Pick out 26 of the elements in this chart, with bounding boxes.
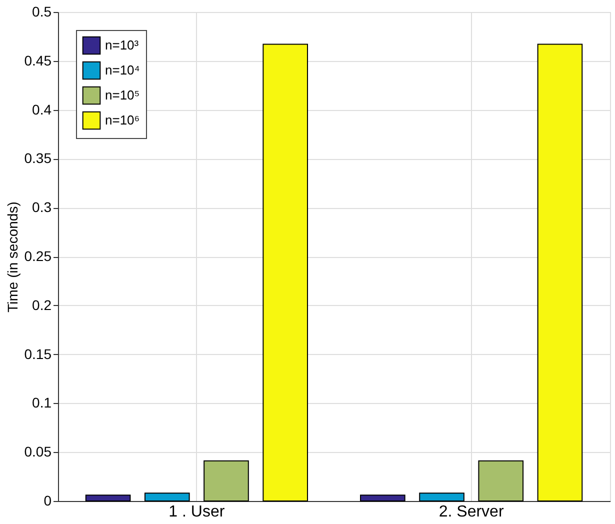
- legend-label: n=10⁵: [105, 88, 140, 102]
- y-tick-label: 0.35: [24, 150, 52, 166]
- y-tick-label: 0.2: [32, 296, 52, 313]
- y-tick-label: 0.05: [24, 444, 52, 460]
- y-tick-label: 0: [44, 492, 52, 508]
- y-tick-label: 0.1: [32, 394, 52, 411]
- y-axis-title: Time (in seconds): [4, 202, 20, 312]
- legend-label: n=10⁴: [105, 62, 140, 78]
- bar: [262, 44, 308, 502]
- y-tick-label: 0.45: [24, 52, 52, 68]
- y-tick-label: 0.3: [32, 199, 52, 216]
- bar: [360, 494, 406, 502]
- y-tick-label: 0.5: [32, 4, 52, 20]
- bar: [85, 494, 131, 502]
- bar: [419, 492, 464, 502]
- legend-label: n=10³: [105, 38, 140, 52]
- bar: [537, 44, 583, 502]
- legend-label: n=10⁶: [105, 112, 140, 128]
- y-tick-label: 0.4: [32, 101, 52, 118]
- y-tick-label: 0.15: [24, 346, 52, 362]
- x-tick-label: 1 . User: [168, 504, 226, 520]
- bar: [478, 460, 524, 502]
- bar: [204, 460, 249, 502]
- x-tick-label: 2. Server: [438, 504, 504, 520]
- y-tick-label: 0.25: [24, 248, 52, 264]
- bar: [144, 492, 190, 502]
